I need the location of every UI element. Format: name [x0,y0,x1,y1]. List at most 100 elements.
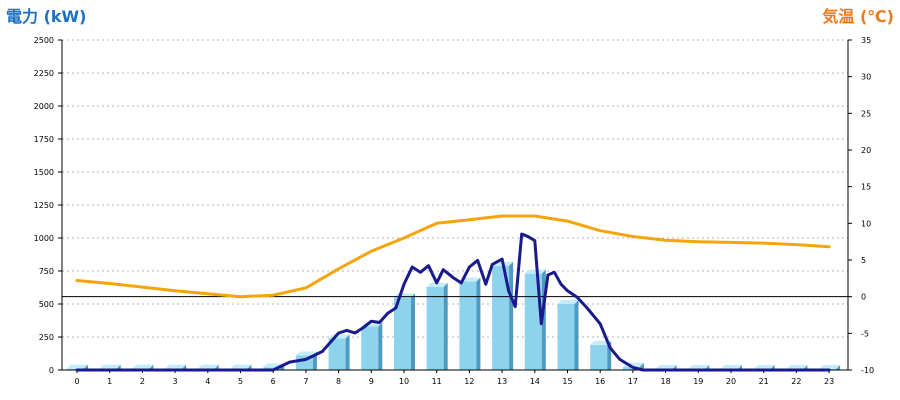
bar-front [67,368,84,370]
x-tick-label: 0 [74,377,79,386]
left-tick-label: 2500 [34,36,54,45]
right-tick-label: 20 [861,146,871,155]
grid-lines [62,39,848,338]
power-line [75,232,831,372]
bar [590,340,612,370]
bar-side [378,322,383,370]
bar-front [590,344,608,370]
x-tick-label: 20 [726,377,736,386]
x-tick-label: 16 [595,377,605,386]
left-tick-label: 1750 [34,135,54,144]
bar-side [411,293,415,370]
bar-front [394,297,411,370]
right-tick-label: -5 [861,329,869,338]
bar [492,261,514,370]
bar [459,277,481,370]
left-tick-label: 1000 [34,234,54,243]
x-tick-label: 15 [562,377,572,386]
left-tick-label: 2000 [34,102,54,111]
bar-top [655,365,677,369]
left-tick-label: 2250 [34,69,54,78]
bar-side [509,261,514,370]
bar-front [459,281,477,370]
bar-side [345,334,350,370]
bar-top [99,364,121,369]
bar [524,269,546,370]
bar-side [574,300,579,370]
right-tick-label: 30 [861,73,871,82]
bar-front [622,366,640,370]
bar-side [443,282,448,370]
left-tick-label: 750 [39,267,54,276]
x-tick-label: 23 [824,377,834,386]
bar-top [524,269,546,274]
bar-top [819,365,841,369]
bar [328,334,350,370]
left-tick-label: 1250 [34,201,54,210]
x-tick-label: 9 [369,377,374,386]
left-tick-label: 0 [49,366,54,375]
x-tick-label: 8 [336,377,341,386]
bar-front [328,338,346,370]
x-tick-label: 10 [399,377,409,386]
x-tick-label: 4 [205,377,210,386]
bar-top [786,365,808,369]
bar [361,322,383,370]
temperature-line [75,214,831,299]
data-lines [75,214,831,372]
right-tick-label: 5 [861,256,866,265]
bar-top [590,340,612,345]
left-tick-label: 500 [39,300,54,309]
tick-labels: 02505007501000125015001750200022502500-1… [34,36,874,386]
x-tick-label: 22 [791,377,801,386]
x-tick-label: 21 [759,377,769,386]
x-tick-label: 6 [271,377,276,386]
x-tick-label: 19 [693,377,703,386]
x-tick-label: 7 [303,377,308,386]
bar-front [426,286,444,370]
axes [58,39,852,373]
right-tick-label: 35 [861,36,871,45]
x-tick-label: 13 [497,377,507,386]
x-tick-label: 1 [107,377,112,386]
x-tick-label: 11 [432,377,442,386]
x-tick-label: 14 [530,377,540,386]
bar-front [361,326,379,370]
bar-top [688,365,710,369]
bar-side [836,365,841,370]
x-tick-label: 12 [464,377,474,386]
right-tick-label: -10 [861,366,874,375]
right-tick-label: 0 [861,293,866,302]
bar-top [132,364,154,369]
bar-front [492,265,510,370]
x-tick-label: 3 [173,377,178,386]
bar-top [721,365,742,369]
bar-top [67,364,88,369]
right-tick-label: 15 [861,183,871,192]
left-axis-title: 電力 (kW) [6,7,87,26]
x-tick-label: 17 [628,377,638,386]
right-tick-label: 25 [861,109,871,118]
bar [557,300,579,370]
x-tick-label: 2 [140,377,145,386]
x-tick-label: 5 [238,377,243,386]
bar-front [557,304,575,370]
power-bars [67,261,841,370]
bar-top [230,364,252,369]
bar-top [426,282,448,287]
right-tick-label: 10 [861,219,871,228]
bar-top [197,364,219,369]
bar-top [557,300,579,304]
bar-front [524,273,542,370]
bar-top [165,364,187,369]
bar [426,282,448,370]
left-tick-label: 250 [39,333,54,342]
right-axis-title: 気温 (℃) [822,7,894,26]
bar [394,293,415,370]
x-tick-label: 18 [661,377,671,386]
bar-side [476,277,481,370]
bar-top [295,351,317,356]
bar-top [753,365,775,369]
left-tick-label: 1500 [34,168,54,177]
